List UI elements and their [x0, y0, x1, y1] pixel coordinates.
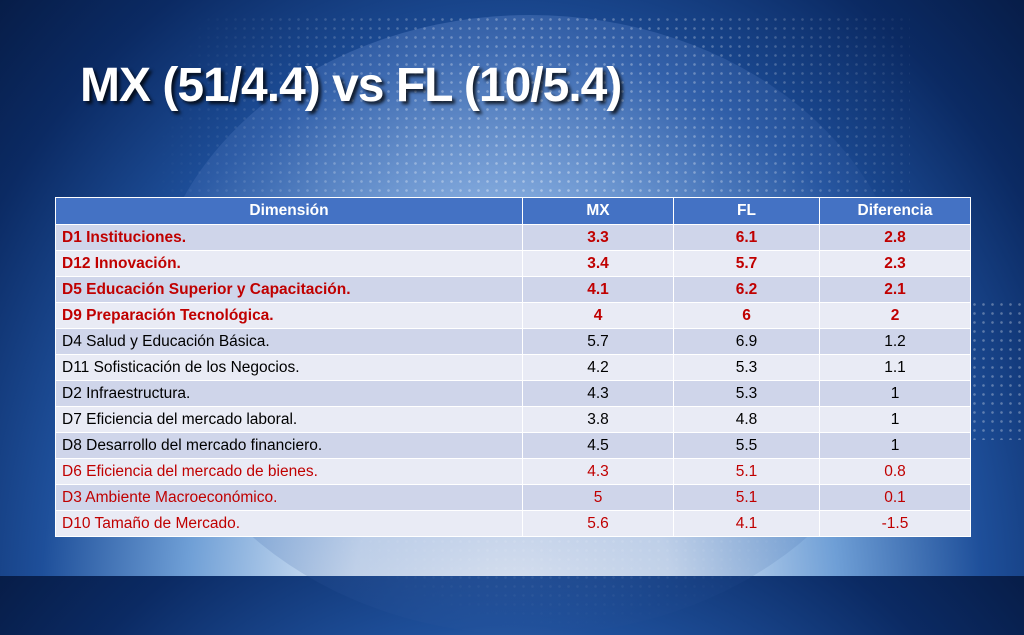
- cell-fl: 6.9: [673, 328, 820, 355]
- table-row: D12 Innovación. 3.4 5.7 2.3: [55, 250, 971, 277]
- cell-dimension: D1 Instituciones.: [55, 224, 523, 251]
- cell-diferencia: 1.2: [819, 328, 971, 355]
- cell-diferencia: 2.3: [819, 250, 971, 277]
- table-row: D7 Eficiencia del mercado laboral. 3.8 4.8…: [55, 406, 971, 433]
- cell-mx: 4.1: [522, 276, 674, 303]
- cell-dimension: D4 Salud y Educación Básica.: [55, 328, 523, 355]
- cell-fl: 5.3: [673, 380, 820, 407]
- table-row: D11 Sofisticación de los Negocios. 4.2 5.3…: [55, 354, 971, 381]
- cell-fl: 5.3: [673, 354, 820, 381]
- cell-diferencia: 2.8: [819, 224, 971, 251]
- cell-mx: 3.4: [522, 250, 674, 277]
- comparison-table: Dimensión MX FL Diferencia D1 Institucio…: [55, 197, 971, 537]
- cell-mx: 4.3: [522, 380, 674, 407]
- table-row: D9 Preparación Tecnológica. 4 6 2: [55, 302, 971, 329]
- table-row: D2 Infraestructura. 4.3 5.3 1: [55, 380, 971, 407]
- header-mx: MX: [522, 197, 674, 225]
- cell-fl: 4.8: [673, 406, 820, 433]
- cell-dimension: D8 Desarrollo del mercado financiero.: [55, 432, 523, 459]
- cell-dimension: D3 Ambiente Macroeconómico.: [55, 484, 523, 511]
- cell-dimension: D9 Preparación Tecnológica.: [55, 302, 523, 329]
- cell-mx: 3.8: [522, 406, 674, 433]
- table-row: D5 Educación Superior y Capacitación. 4.1…: [55, 276, 971, 303]
- table-row: D10 Tamaño de Mercado. 5.6 4.1 -1.5: [55, 510, 971, 537]
- header-fl: FL: [673, 197, 820, 225]
- cell-dimension: D10 Tamaño de Mercado.: [55, 510, 523, 537]
- cell-fl: 6.1: [673, 224, 820, 251]
- cell-fl: 6: [673, 302, 820, 329]
- table-header-row: Dimensión MX FL Diferencia: [55, 197, 971, 225]
- cell-mx: 4.5: [522, 432, 674, 459]
- cell-diferencia: 1.1: [819, 354, 971, 381]
- cell-diferencia: 2: [819, 302, 971, 329]
- cell-dimension: D7 Eficiencia del mercado laboral.: [55, 406, 523, 433]
- table-row: D4 Salud y Educación Básica. 5.7 6.9 1.2: [55, 328, 971, 355]
- cell-diferencia: 1: [819, 406, 971, 433]
- table-row: D3 Ambiente Macroeconómico. 5 5.1 0.1: [55, 484, 971, 511]
- slide-title: MX (51/4.4) vs FL (10/5.4): [80, 59, 622, 112]
- cell-dimension: D5 Educación Superior y Capacitación.: [55, 276, 523, 303]
- cell-mx: 4.3: [522, 458, 674, 485]
- cell-diferencia: 0.1: [819, 484, 971, 511]
- header-diferencia: Diferencia: [819, 197, 971, 225]
- table-row: D1 Instituciones. 3.3 6.1 2.8: [55, 224, 971, 251]
- cell-fl: 6.2: [673, 276, 820, 303]
- cell-diferencia: 2.1: [819, 276, 971, 303]
- cell-mx: 3.3: [522, 224, 674, 251]
- cell-fl: 4.1: [673, 510, 820, 537]
- cell-mx: 5.7: [522, 328, 674, 355]
- cell-dimension: D12 Innovación.: [55, 250, 523, 277]
- cell-fl: 5.1: [673, 484, 820, 511]
- cell-diferencia: -1.5: [819, 510, 971, 537]
- cell-fl: 5.5: [673, 432, 820, 459]
- cell-dimension: D6 Eficiencia del mercado de bienes.: [55, 458, 523, 485]
- cell-mx: 4: [522, 302, 674, 329]
- table-row: D6 Eficiencia del mercado de bienes. 4.3 5…: [55, 458, 971, 485]
- cell-diferencia: 0.8: [819, 458, 971, 485]
- cell-mx: 4.2: [522, 354, 674, 381]
- cell-diferencia: 1: [819, 432, 971, 459]
- cell-dimension: D11 Sofisticación de los Negocios.: [55, 354, 523, 381]
- cell-diferencia: 1: [819, 380, 971, 407]
- cell-mx: 5.6: [522, 510, 674, 537]
- table-row: D8 Desarrollo del mercado financiero. 4.5…: [55, 432, 971, 459]
- cell-mx: 5: [522, 484, 674, 511]
- cell-fl: 5.7: [673, 250, 820, 277]
- header-dimension: Dimensión: [55, 197, 523, 225]
- cell-fl: 5.1: [673, 458, 820, 485]
- cell-dimension: D2 Infraestructura.: [55, 380, 523, 407]
